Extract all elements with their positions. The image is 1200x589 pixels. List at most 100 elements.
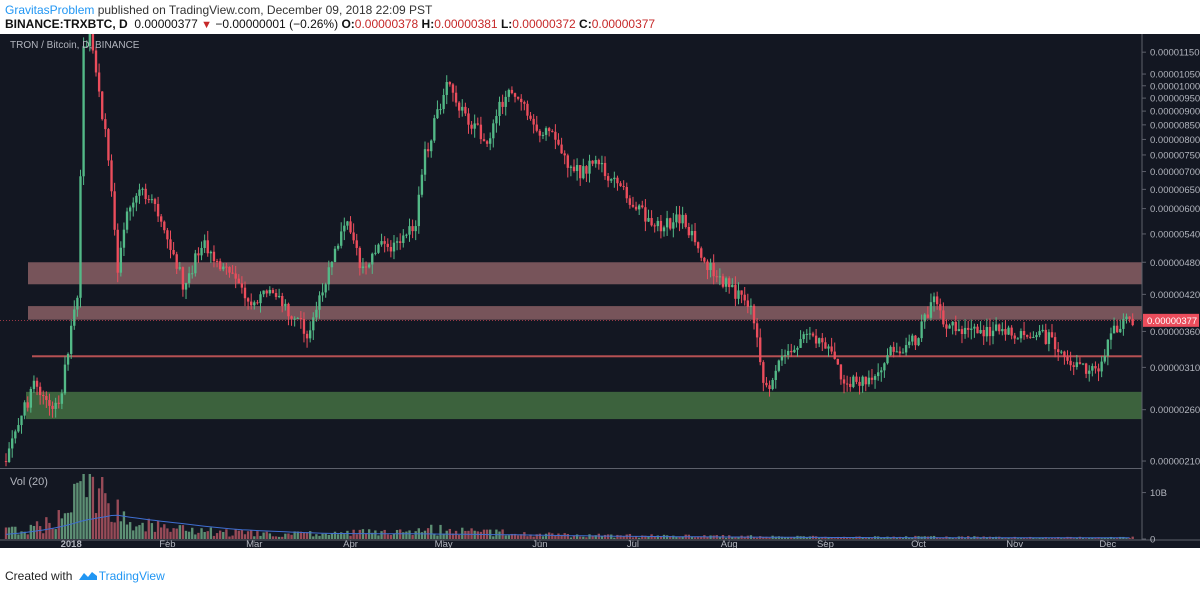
candle-body[interactable] bbox=[60, 393, 64, 404]
candle-body[interactable] bbox=[793, 349, 796, 353]
candle-body[interactable] bbox=[786, 350, 790, 356]
candle-body[interactable] bbox=[1100, 361, 1103, 372]
candle-body[interactable] bbox=[172, 249, 175, 255]
candle-body[interactable] bbox=[1119, 328, 1122, 333]
candle-body[interactable] bbox=[163, 221, 166, 231]
candle-body[interactable] bbox=[1112, 325, 1116, 334]
candle-body[interactable] bbox=[861, 376, 864, 386]
candle-body[interactable] bbox=[184, 282, 188, 290]
candle-body[interactable] bbox=[554, 131, 557, 140]
candle-body[interactable] bbox=[1097, 368, 1100, 372]
candle-body[interactable] bbox=[1109, 333, 1113, 340]
candle-body[interactable] bbox=[66, 353, 70, 365]
candle-body[interactable] bbox=[417, 194, 420, 227]
candle-body[interactable] bbox=[355, 240, 358, 248]
candle-body[interactable] bbox=[1106, 339, 1110, 357]
candle-body[interactable] bbox=[119, 247, 123, 273]
candle-body[interactable] bbox=[48, 399, 51, 406]
candle-body[interactable] bbox=[277, 296, 281, 298]
candle-body[interactable] bbox=[818, 338, 821, 344]
candle-body[interactable] bbox=[371, 253, 374, 265]
candle-body[interactable] bbox=[864, 376, 867, 385]
candle-body[interactable] bbox=[963, 327, 967, 335]
candle-body[interactable] bbox=[712, 262, 715, 277]
candle-body[interactable] bbox=[557, 139, 560, 145]
candle-body[interactable] bbox=[700, 248, 703, 258]
candle-body[interactable] bbox=[591, 160, 594, 164]
candle-body[interactable] bbox=[541, 134, 545, 136]
candle-body[interactable] bbox=[4, 461, 8, 463]
candle-body[interactable] bbox=[901, 352, 905, 354]
candle-body[interactable] bbox=[960, 329, 964, 335]
candle-body[interactable] bbox=[284, 303, 287, 307]
candle-body[interactable] bbox=[876, 372, 880, 377]
candle-body[interactable] bbox=[88, 34, 91, 47]
candle-body[interactable] bbox=[892, 346, 895, 352]
candle-body[interactable] bbox=[855, 376, 858, 382]
candle-body[interactable] bbox=[166, 230, 169, 240]
candle-body[interactable] bbox=[35, 380, 39, 387]
candle-body[interactable] bbox=[606, 176, 610, 181]
candle-body[interactable] bbox=[560, 144, 563, 154]
candle-body[interactable] bbox=[274, 293, 278, 297]
candle-body[interactable] bbox=[625, 187, 628, 199]
candle-body[interactable] bbox=[91, 34, 95, 51]
candle-body[interactable] bbox=[430, 140, 433, 152]
candle-body[interactable] bbox=[178, 267, 181, 269]
candle-body[interactable] bbox=[814, 335, 818, 344]
candle-body[interactable] bbox=[364, 266, 368, 268]
candle-body[interactable] bbox=[218, 261, 222, 270]
candle-body[interactable] bbox=[281, 296, 284, 307]
candle-body[interactable] bbox=[383, 241, 386, 244]
candle-body[interactable] bbox=[749, 305, 753, 307]
candle-body[interactable] bbox=[783, 355, 787, 357]
candle-body[interactable] bbox=[237, 278, 240, 284]
candle-body[interactable] bbox=[287, 303, 290, 317]
candle-body[interactable] bbox=[1022, 331, 1026, 336]
candle-body[interactable] bbox=[45, 396, 48, 400]
candle-body[interactable] bbox=[330, 262, 334, 268]
candle-body[interactable] bbox=[498, 101, 501, 116]
candle-body[interactable] bbox=[132, 202, 135, 208]
candle-body[interactable] bbox=[631, 204, 635, 207]
candle-body[interactable] bbox=[911, 335, 914, 342]
candle-body[interactable] bbox=[426, 149, 430, 152]
candle-body[interactable] bbox=[939, 304, 942, 311]
candle-body[interactable] bbox=[97, 72, 101, 92]
candle-body[interactable] bbox=[26, 402, 29, 408]
candle-body[interactable] bbox=[17, 425, 20, 432]
candle-body[interactable] bbox=[467, 113, 470, 125]
candle-body[interactable] bbox=[70, 325, 73, 354]
candle-body[interactable] bbox=[14, 431, 17, 439]
candle-body[interactable] bbox=[206, 240, 209, 254]
candle-body[interactable] bbox=[929, 302, 933, 318]
candle-body[interactable] bbox=[349, 221, 352, 233]
candle-body[interactable] bbox=[650, 218, 653, 226]
candle-body[interactable] bbox=[575, 165, 579, 172]
candle-body[interactable] bbox=[243, 287, 247, 299]
candle-body[interactable] bbox=[762, 362, 765, 383]
candle-body[interactable] bbox=[271, 289, 275, 294]
candle-body[interactable] bbox=[771, 380, 774, 389]
candle-body[interactable] bbox=[57, 402, 60, 404]
candle-body[interactable] bbox=[209, 251, 213, 254]
candle-body[interactable] bbox=[203, 240, 206, 248]
candle-body[interactable] bbox=[7, 448, 11, 463]
candle-body[interactable] bbox=[234, 273, 237, 279]
candle-body[interactable] bbox=[250, 301, 253, 306]
candle-body[interactable] bbox=[1047, 332, 1051, 344]
candle-body[interactable] bbox=[880, 370, 883, 373]
candle-body[interactable] bbox=[76, 297, 79, 310]
candle-body[interactable] bbox=[402, 235, 405, 243]
candle-body[interactable] bbox=[1013, 335, 1016, 339]
candle-body[interactable] bbox=[659, 220, 663, 232]
candle-body[interactable] bbox=[389, 246, 393, 252]
candle-body[interactable] bbox=[1025, 335, 1029, 337]
candle-body[interactable] bbox=[1078, 362, 1082, 364]
candle-body[interactable] bbox=[858, 381, 861, 386]
candle-body[interactable] bbox=[79, 176, 82, 298]
candle-body[interactable] bbox=[290, 316, 293, 319]
candle-body[interactable] bbox=[728, 278, 731, 288]
candle-body[interactable] bbox=[867, 377, 871, 385]
candle-body[interactable] bbox=[73, 309, 76, 326]
